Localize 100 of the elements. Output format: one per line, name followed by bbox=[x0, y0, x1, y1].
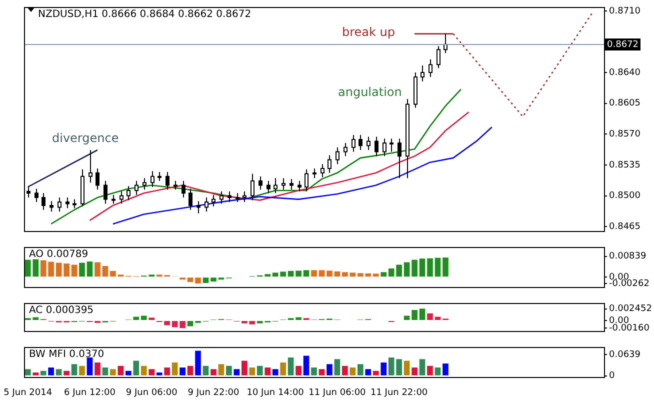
bar bbox=[187, 278, 194, 282]
chart-title: NZDUSD,H1 0.8666 0.8684 0.8662 0.8672 bbox=[38, 8, 252, 20]
bar bbox=[48, 262, 54, 277]
bar bbox=[311, 367, 317, 376]
bar bbox=[64, 263, 70, 277]
bar bbox=[419, 359, 426, 376]
bar bbox=[264, 367, 270, 376]
bar bbox=[180, 321, 186, 328]
x-tick-label: 10 Jun 14:00 bbox=[246, 388, 304, 398]
bar bbox=[419, 308, 426, 320]
bar bbox=[427, 313, 433, 320]
chart-title: AC 0.000395 bbox=[29, 304, 94, 316]
bar bbox=[350, 272, 356, 277]
bar bbox=[434, 258, 441, 277]
x-tick-label: 6 Jun 12:00 bbox=[64, 388, 116, 398]
bar bbox=[164, 321, 170, 326]
bar bbox=[32, 372, 38, 376]
bar bbox=[40, 260, 46, 277]
bar bbox=[303, 270, 310, 277]
y-tick-label: 0.8465 bbox=[609, 222, 640, 232]
bar bbox=[140, 316, 147, 320]
bar bbox=[242, 360, 248, 376]
bar bbox=[48, 367, 54, 376]
bar bbox=[434, 316, 441, 320]
bar bbox=[79, 366, 85, 376]
y-tick-label: 0 bbox=[609, 371, 615, 382]
bar bbox=[334, 271, 340, 277]
bar bbox=[71, 264, 78, 277]
bar bbox=[71, 364, 78, 376]
bar bbox=[404, 360, 410, 376]
bar bbox=[172, 362, 178, 376]
bar bbox=[296, 317, 302, 320]
bar bbox=[110, 369, 116, 376]
y-tick-label: 0.8605 bbox=[609, 98, 640, 109]
bar bbox=[126, 370, 132, 376]
y-tick-label: -0.00160 bbox=[609, 323, 650, 334]
bar bbox=[303, 356, 310, 376]
bar bbox=[249, 367, 256, 376]
bar bbox=[102, 367, 108, 376]
bar bbox=[110, 270, 116, 277]
y-tick-label: 0.0639 bbox=[609, 350, 641, 360]
bar bbox=[326, 364, 332, 376]
bar bbox=[210, 369, 216, 376]
bar bbox=[419, 258, 426, 277]
bar bbox=[427, 366, 433, 376]
bar bbox=[202, 366, 209, 376]
bar bbox=[187, 321, 194, 326]
bar bbox=[388, 268, 394, 277]
annotation: angulation bbox=[338, 85, 402, 99]
bar bbox=[94, 362, 100, 376]
bar bbox=[24, 369, 31, 376]
x-tick-label: 11 Jun 06:00 bbox=[308, 388, 366, 398]
bar bbox=[311, 270, 317, 277]
y-tick-label: 0.8640 bbox=[609, 68, 641, 78]
bar bbox=[156, 372, 162, 376]
bar bbox=[272, 272, 278, 277]
bar bbox=[187, 366, 194, 376]
bar bbox=[396, 359, 402, 376]
bar bbox=[94, 262, 100, 277]
bar bbox=[350, 367, 356, 376]
bar bbox=[195, 350, 201, 376]
y-tick-label: 0.002452 bbox=[609, 304, 652, 314]
bar bbox=[272, 369, 278, 376]
bar bbox=[86, 262, 93, 277]
bar bbox=[412, 260, 418, 277]
bar bbox=[140, 366, 147, 376]
bar bbox=[180, 367, 186, 376]
annotation: divergence bbox=[52, 131, 119, 145]
bar bbox=[318, 270, 325, 277]
bar bbox=[148, 369, 154, 376]
bar bbox=[427, 258, 433, 277]
bar bbox=[372, 370, 379, 376]
bar bbox=[326, 270, 332, 277]
bar bbox=[318, 369, 325, 376]
bar bbox=[372, 274, 379, 277]
bar bbox=[434, 367, 441, 376]
y-tick-label: 0.00839 bbox=[609, 252, 646, 262]
bar bbox=[195, 278, 201, 284]
bar bbox=[164, 367, 170, 376]
bar bbox=[404, 262, 410, 277]
bar bbox=[296, 270, 302, 277]
bar bbox=[218, 364, 224, 376]
bar bbox=[133, 360, 140, 376]
y-tick-label: 0.8710 bbox=[609, 6, 641, 16]
bar bbox=[342, 272, 348, 277]
bar bbox=[234, 369, 240, 376]
bar bbox=[64, 370, 70, 376]
bar bbox=[172, 321, 178, 328]
bar bbox=[280, 272, 286, 277]
bar bbox=[288, 357, 294, 376]
bar bbox=[365, 369, 372, 376]
bar bbox=[334, 359, 340, 376]
bar bbox=[342, 366, 348, 376]
x-tick-label: 11 Jun 22:00 bbox=[370, 388, 428, 398]
bar bbox=[210, 278, 216, 282]
bar bbox=[226, 366, 232, 376]
bar bbox=[102, 266, 108, 277]
y-tick-label: 0.8570 bbox=[609, 130, 641, 140]
bar bbox=[280, 362, 286, 376]
bar bbox=[40, 370, 46, 376]
